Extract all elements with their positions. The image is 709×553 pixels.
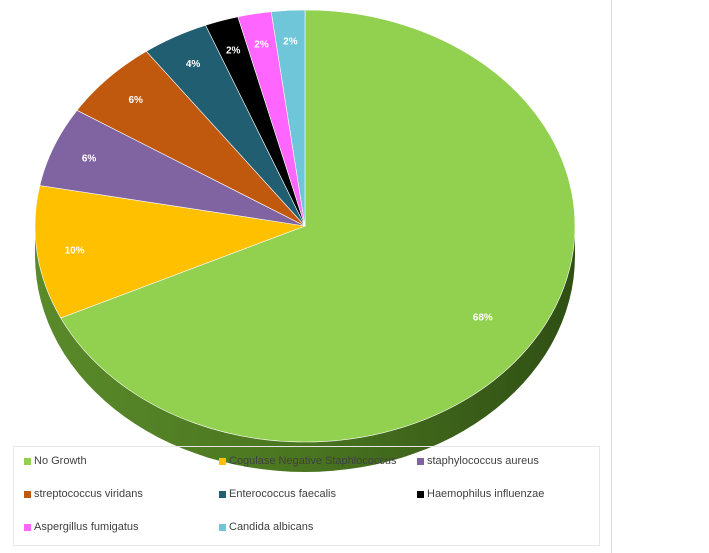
data-label-staphylococcus-aureus: 6% — [82, 154, 97, 165]
legend-swatch — [417, 490, 424, 498]
legend-item-staphylococcus-aureus: staphylococcus aureus — [417, 455, 539, 467]
legend-item-cogulase-negative-staphlococcus: Cogulase Negative Staphlococcus — [219, 455, 397, 467]
data-label-no-growth: 68% — [473, 312, 493, 323]
legend: No Growth Cogulase Negative Staphlococcus… — [13, 446, 600, 546]
data-label-cogulase-negative-staphlococcus: 10% — [65, 245, 85, 256]
legend-label: Enterococcus faecalis — [229, 488, 336, 500]
legend-swatch — [219, 523, 226, 531]
legend-label: Cogulase Negative Staphlococcus — [229, 455, 397, 467]
legend-swatch — [24, 490, 31, 498]
legend-label: staphylococcus aureus — [427, 455, 539, 467]
data-label-enterococcus-faecalis: 4% — [186, 59, 201, 70]
legend-item-haemophilus-influenzae: Haemophilus influenzae — [417, 488, 544, 500]
legend-swatch — [417, 457, 424, 465]
pie-data-labels: 68% 10% 6% 6% 4% 2% 2% 2% — [65, 37, 493, 324]
legend-swatch — [24, 457, 31, 465]
legend-item-streptococcus-viridans: streptococcus viridans — [24, 488, 143, 500]
pie-chart: 68% 10% 6% 6% 4% 2% 2% 2% — [34, 9, 576, 472]
legend-swatch — [219, 490, 226, 498]
legend-label: Candida albicans — [229, 521, 314, 533]
legend-item-aspergillus-fumigatus: Aspergillus fumigatus — [24, 521, 139, 533]
data-label-aspergillus-fumigatus: 2% — [254, 40, 269, 51]
data-label-streptococcus-viridans: 6% — [128, 95, 143, 106]
legend-label: Aspergillus fumigatus — [34, 521, 139, 533]
legend-item-enterococcus-faecalis: Enterococcus faecalis — [219, 488, 336, 500]
chart-area: 68% 10% 6% 6% 4% 2% 2% 2% No Growth Cogulase Neg… — [13, 0, 612, 553]
legend-swatch — [24, 523, 31, 531]
legend-label: No Growth — [34, 455, 87, 467]
pie-slice-cogulase-negative-staphlococcus — [34, 185, 307, 319]
pie-slice-no-growth — [60, 9, 576, 443]
pie-slice-candida-albicans — [270, 9, 306, 227]
legend-swatch — [219, 457, 226, 465]
data-label-haemophilus-influenzae: 2% — [226, 45, 241, 56]
legend-item-candida-albicans: Candida albicans — [219, 521, 313, 533]
legend-label: Haemophilus influenzae — [427, 488, 545, 500]
legend-label: streptococcus viridans — [34, 488, 143, 500]
data-label-candida-albicans: 2% — [283, 37, 298, 48]
pie-slices — [34, 9, 576, 443]
legend-item-no-growth: No Growth — [24, 455, 87, 467]
